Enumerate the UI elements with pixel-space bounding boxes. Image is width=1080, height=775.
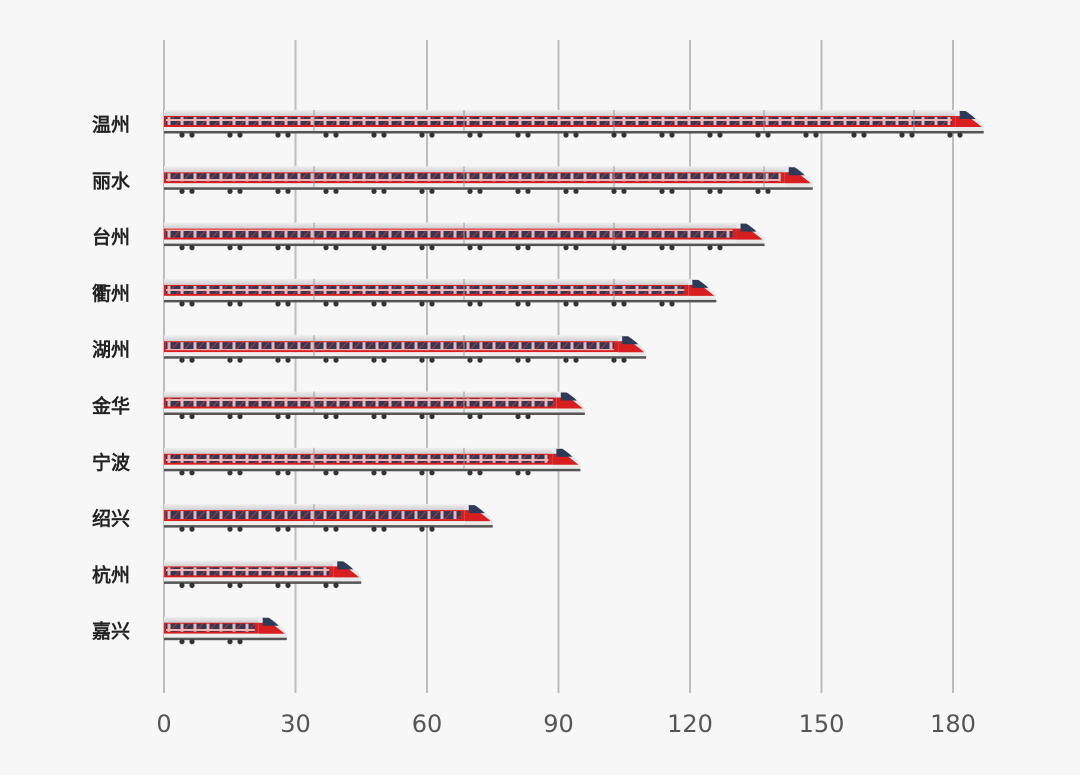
category-label: 宁波 — [92, 451, 131, 474]
category-label: 绍兴 — [92, 507, 130, 530]
x-tick-label: 90 — [543, 710, 574, 738]
x-tick-label: 30 — [280, 710, 311, 738]
category-label: 台州 — [92, 226, 130, 249]
category-label: 杭州 — [92, 563, 130, 586]
category-label: 金华 — [91, 395, 130, 418]
grid-layer — [163, 40, 954, 693]
bars-layer — [164, 110, 984, 645]
category-label: 丽水 — [92, 170, 131, 192]
bar — [164, 560, 362, 589]
ticks-layer: 0 30 60 90 120 150 180 — [156, 710, 976, 738]
x-tick-label: 120 — [667, 710, 713, 738]
x-tick-label: 0 — [156, 710, 171, 738]
bar — [164, 504, 493, 532]
x-tick-label: 60 — [412, 710, 443, 738]
bar — [164, 166, 813, 194]
category-label: 湖州 — [92, 339, 130, 361]
bar — [164, 391, 585, 420]
x-tick-label: 180 — [930, 710, 976, 738]
category-label: 温州 — [92, 114, 130, 136]
bar — [164, 616, 287, 645]
category-label: 衢州 — [92, 282, 130, 305]
bar — [164, 447, 581, 476]
bar — [164, 222, 765, 251]
bar — [164, 278, 717, 307]
category-label: 嘉兴 — [91, 621, 130, 643]
x-tick-label: 150 — [799, 710, 845, 738]
bar — [164, 335, 647, 363]
bar — [164, 110, 984, 138]
